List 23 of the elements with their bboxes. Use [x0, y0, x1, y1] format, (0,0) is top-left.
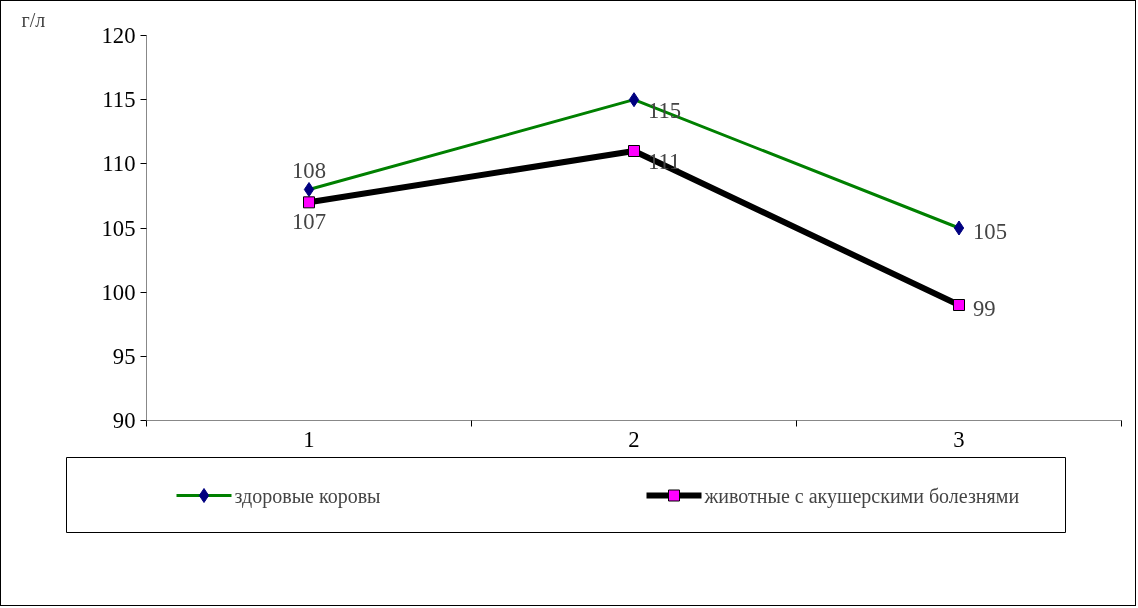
point [628, 145, 640, 157]
data-label: 99 [973, 295, 996, 321]
point [303, 182, 315, 197]
x-tick-label: 2 [628, 426, 640, 452]
y-tick-label: 120 [101, 23, 136, 48]
data-label: 105 [973, 218, 1007, 244]
x-tick-label: 3 [953, 426, 965, 452]
legend-label: животные с акушерскими болезнями [703, 484, 1020, 508]
y-axis-title: г/л [21, 8, 46, 31]
y-tick-label: 105 [101, 215, 136, 241]
y-tick-label: 90 [112, 408, 136, 433]
y-tick-label: 100 [101, 279, 136, 305]
y-tick-label: 95 [112, 343, 136, 369]
y-tick-label: 110 [102, 151, 136, 177]
point [628, 92, 640, 108]
y-tick-label: 115 [102, 87, 136, 113]
point [303, 196, 315, 209]
data-label: 108 [292, 157, 326, 183]
x-tick-label: 1 [303, 426, 315, 452]
data-label: 107 [292, 209, 326, 235]
point [953, 299, 965, 311]
legend-label: здоровые коровы [234, 484, 381, 508]
point [953, 220, 965, 236]
